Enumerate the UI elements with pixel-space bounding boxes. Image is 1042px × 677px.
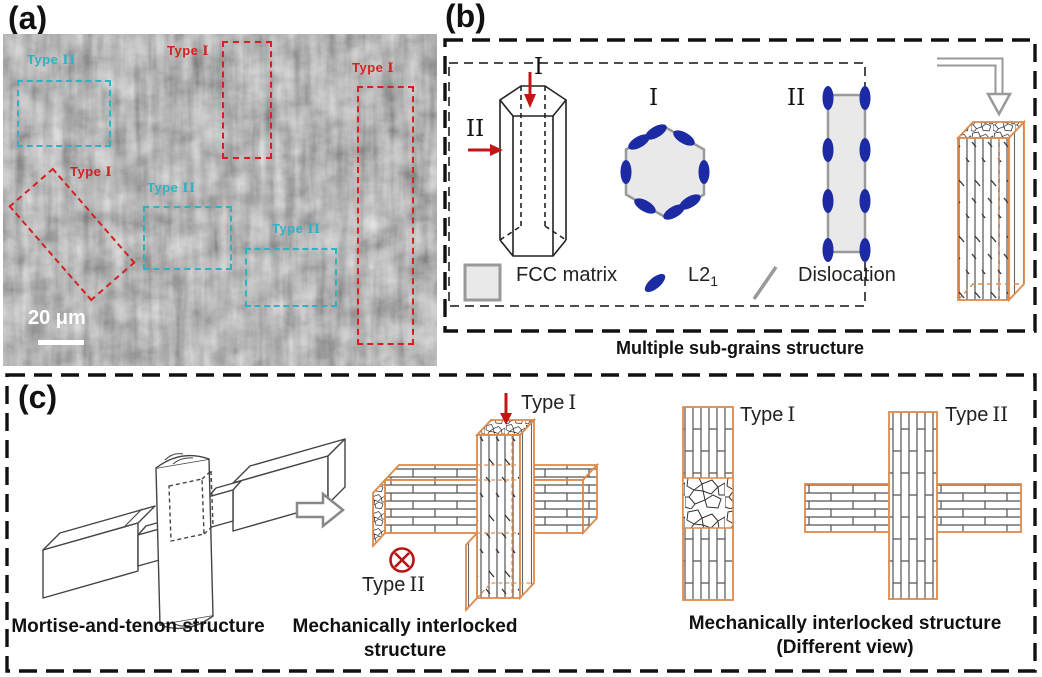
l21-swatch <box>644 273 666 293</box>
region-box-type1-right <box>357 86 414 345</box>
type1-different-view <box>682 406 734 601</box>
transform-arrow <box>295 491 346 529</box>
load-arrow-II <box>468 144 503 156</box>
interlock-schematic <box>5 373 1037 673</box>
region-box-type2-topleft <box>17 80 111 147</box>
dislocation-swatch <box>752 266 778 300</box>
hidden-edges <box>476 435 534 599</box>
interlocked-cross-3d <box>372 417 600 613</box>
region-box-type2-right <box>245 248 337 307</box>
panel-a-label: (a) <box>8 0 48 36</box>
caption-line2: (Different view) <box>776 636 914 658</box>
region-label: Type II <box>27 52 76 68</box>
type1-label-3d: Type I <box>521 390 577 414</box>
axis-label-II: II <box>466 116 485 142</box>
type2-label-3d: Type II <box>362 572 426 596</box>
elbow-arrow <box>937 57 1013 117</box>
panel-c-label: (c) <box>18 379 58 415</box>
section-II-label: II <box>787 85 806 111</box>
legend-l21-label: L21 <box>688 264 719 289</box>
mortise-tenon-drawing <box>42 438 346 630</box>
region-label: Type I <box>70 164 112 180</box>
type1-label-view: Type I <box>740 402 796 426</box>
region-label: Type I <box>167 43 209 59</box>
l21-precipitates <box>620 124 710 220</box>
type2-into-page-symbol <box>389 547 415 573</box>
legend-fcc-label: FCC matrix <box>516 264 618 286</box>
panel-c-border <box>5 373 1037 673</box>
caption-interlocked: Mechanically interlocked structure <box>292 616 518 661</box>
legend-dislocation-label: Dislocation <box>798 264 896 286</box>
type2-different-view <box>804 411 1022 600</box>
caption-line1: Mechanically interlocked structure <box>688 613 1002 634</box>
panel-b-caption: Multiple sub-grains structure <box>615 338 865 358</box>
panel-b-border <box>443 38 1037 333</box>
sem-texture <box>3 34 437 366</box>
section-I-label: I <box>649 85 659 111</box>
axis-label-I: I <box>534 54 544 80</box>
sem-micrograph: Type II Type I Type I Type I Type II Type II 2… <box>3 34 437 366</box>
subgrain-schematic <box>443 38 1037 333</box>
type2-label-view: Type II <box>945 402 1009 426</box>
l21-precipitates <box>822 86 871 262</box>
region-label: Type I <box>352 60 394 76</box>
fcc-matrix-swatch <box>463 263 502 302</box>
region-label: Type II <box>147 180 196 196</box>
type1-load-arrow <box>500 393 512 425</box>
load-arrow-I <box>524 72 536 108</box>
scale-bar-label: 20 μm <box>28 307 86 329</box>
caption-interlocked-view: Mechanically interlocked structure (Diff… <box>650 612 1040 660</box>
region-label: Type II <box>272 221 321 237</box>
caption-mortise: Mortise-and-tenon structure <box>11 616 265 637</box>
panel-b-label: (b) <box>445 0 486 34</box>
cross-section-II <box>822 86 871 262</box>
region-box-type1-top <box>222 41 272 159</box>
region-box-type2-center <box>143 206 232 270</box>
scale-bar <box>38 340 84 345</box>
subgrain-column <box>955 119 1027 303</box>
cross-section-I <box>620 124 710 220</box>
hexagonal-prism <box>498 85 568 257</box>
